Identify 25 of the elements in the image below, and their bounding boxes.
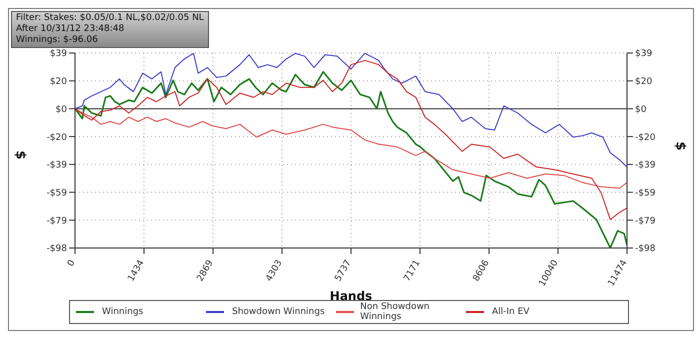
y-tick-label: $0 <box>56 104 68 115</box>
y2-axis-title: $ <box>672 141 688 150</box>
y2-tick-label: -$79 <box>635 216 656 226</box>
y-tick-label: -$98 <box>46 244 68 254</box>
y-tick-label: -$59 <box>46 188 68 198</box>
x-tick-label: 0 <box>66 258 78 268</box>
filter-box: Filter: Stakes: $0.05/0.1 NL,$0.02/0.05 NL After 10/31/12 23:48:48 Winnings: $-96.06 <box>11 11 209 48</box>
legend-label: Non Showdown Winnings <box>360 302 431 322</box>
y2-tick-label: $0 <box>635 104 647 115</box>
legend-label: Showdown Winnings <box>232 307 325 317</box>
x-axis-title: Hands <box>330 289 372 303</box>
y2-tick-label: -$98 <box>635 244 656 254</box>
y-tick-label: -$79 <box>46 216 68 226</box>
y-axis-title: $ <box>12 150 28 160</box>
y2-tick-label: -$20 <box>635 132 656 143</box>
legend-label: All-In EV <box>492 307 530 317</box>
y-tick-label: $20 <box>50 77 68 88</box>
legend-label: Winnings <box>102 307 144 317</box>
y2-tick-label: $20 <box>635 77 652 88</box>
y-tick-label: -$20 <box>46 132 68 143</box>
y2-tick-label: $39 <box>635 49 652 60</box>
y2-tick-label: -$59 <box>635 188 656 198</box>
y-tick-label: $39 <box>50 49 68 60</box>
y2-tick-label: -$39 <box>635 160 656 171</box>
y-tick-label: -$39 <box>46 160 68 171</box>
